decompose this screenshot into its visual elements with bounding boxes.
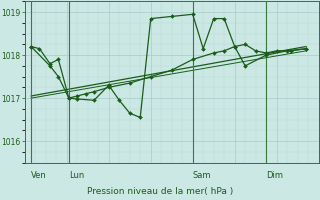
Text: Ven: Ven	[31, 171, 47, 180]
Text: Dim: Dim	[266, 171, 283, 180]
Text: Sam: Sam	[193, 171, 211, 180]
Text: Pression niveau de la mer( hPa ): Pression niveau de la mer( hPa )	[87, 187, 233, 196]
Text: Lun: Lun	[69, 171, 84, 180]
